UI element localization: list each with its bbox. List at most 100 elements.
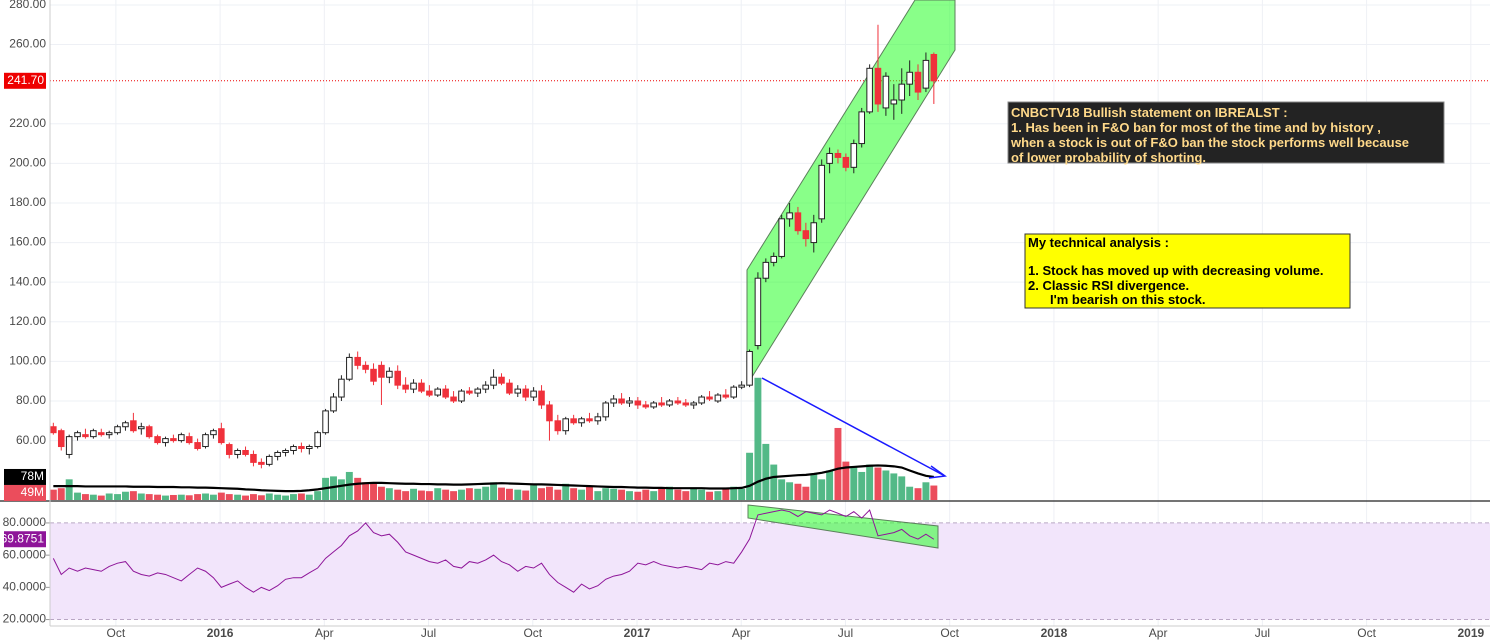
y-tick-label: 100.00 (9, 354, 46, 368)
rsi-tag: 69.8751 (1, 531, 45, 545)
volume-bar (282, 495, 290, 500)
volume-bar (370, 483, 377, 500)
volume-bar (450, 491, 458, 500)
candle-body (746, 350, 753, 386)
rsi-channel (747, 504, 939, 549)
volume-bar (57, 488, 65, 500)
candle-body (170, 438, 177, 442)
x-tick-label: Oct (940, 626, 959, 640)
volume-bar (706, 491, 714, 500)
axis-labels: Oct 2016 Apr Jul Oct 2017 Apr Jul Oct 2018 Apr Jul O… (3, 0, 1485, 640)
volume-bar (738, 488, 746, 500)
volume-bar (930, 485, 938, 500)
candle-body (65, 436, 73, 455)
analysis-box (1024, 233, 1351, 309)
candle-body (794, 212, 802, 232)
volume-bar (225, 494, 233, 500)
volume-bar (305, 494, 313, 500)
candle-body (290, 446, 297, 451)
volume-bar (890, 473, 898, 500)
x-tick-label: 2018 (1041, 626, 1068, 640)
volume-bar (490, 482, 498, 500)
candle-body (442, 388, 449, 398)
x-tick-label: Apr (732, 626, 751, 640)
volume-ma-tag: 78M (21, 469, 44, 483)
candle-body (458, 390, 465, 402)
volume-bar (746, 452, 754, 500)
volume-bar (842, 461, 850, 500)
price-tag: 241.70 (7, 73, 44, 87)
candle-body (258, 461, 265, 465)
volume-bar (217, 492, 225, 500)
volume-bar (618, 489, 626, 500)
volume-bar (754, 377, 762, 500)
candle-body (498, 376, 505, 384)
x-tick-label: 2016 (207, 626, 234, 640)
volume-bar (682, 491, 690, 500)
volume-bar (554, 489, 562, 500)
candle-body (570, 418, 577, 424)
candle-body (122, 422, 129, 428)
x-tick-label: 2019 (1457, 626, 1484, 640)
volume-bar (770, 464, 778, 500)
candle-body (242, 449, 249, 455)
candle-body (546, 404, 553, 422)
x-tick-label: Apr (1149, 626, 1168, 640)
candle-body (682, 402, 690, 406)
trend-arrow (761, 377, 944, 476)
volume-bar (834, 427, 842, 500)
candle-body (402, 384, 409, 390)
volume-bar (265, 493, 273, 500)
candle-body (650, 402, 657, 408)
volume-bar (354, 477, 362, 500)
rsi-tick-label: 20.0000 (3, 612, 47, 626)
candle-body (154, 436, 161, 444)
rsi-tick-label: 80.0000 (3, 515, 47, 529)
x-tick-label: 2017 (624, 626, 651, 640)
candle-body (274, 451, 281, 457)
volume-bar (257, 495, 265, 500)
analysis-line: I'm bearish on this stock. (1050, 292, 1206, 307)
candle-body (930, 53, 938, 82)
volume-bar (337, 479, 345, 500)
candle-body (338, 378, 345, 398)
volume-layer (49, 80, 1490, 500)
x-tick-label: Jul (838, 626, 853, 640)
volume-bar (418, 490, 425, 500)
analysis-line: My technical analysis : (1028, 235, 1169, 250)
volume-bar (129, 491, 137, 500)
volume-bar (505, 488, 513, 500)
volume-bar (49, 489, 57, 500)
candle-body (738, 384, 745, 388)
candle-body (322, 410, 329, 434)
candle-body (57, 430, 65, 448)
rsi-tick-label: 40.0000 (3, 580, 47, 594)
volume-bar (578, 489, 586, 500)
candle-body (330, 396, 337, 412)
y-tick-label: 280.00 (9, 0, 46, 11)
x-tick-label: Oct (523, 626, 542, 640)
candle-body (250, 453, 257, 463)
volume-bar (626, 491, 633, 500)
volume-bar (114, 494, 121, 500)
candle-body (162, 438, 169, 444)
volume-bar (194, 494, 202, 500)
candle-body (562, 418, 569, 432)
candle-body (82, 434, 89, 438)
volume-bar (602, 488, 610, 500)
candle-body (874, 67, 882, 105)
volume-ma-tag-bg (4, 468, 46, 485)
candle-body (314, 432, 321, 448)
candle-body (362, 364, 369, 370)
candle-body (506, 382, 513, 394)
candle-body (202, 434, 209, 448)
x-tick-label: Apr (315, 626, 334, 640)
candle-body (906, 71, 913, 85)
volume-bar (121, 491, 129, 500)
candle-body (578, 418, 585, 424)
volume-bar (74, 492, 81, 500)
candle-body (266, 455, 273, 465)
series-layer (50, 24, 938, 593)
volume-bar (97, 495, 105, 500)
